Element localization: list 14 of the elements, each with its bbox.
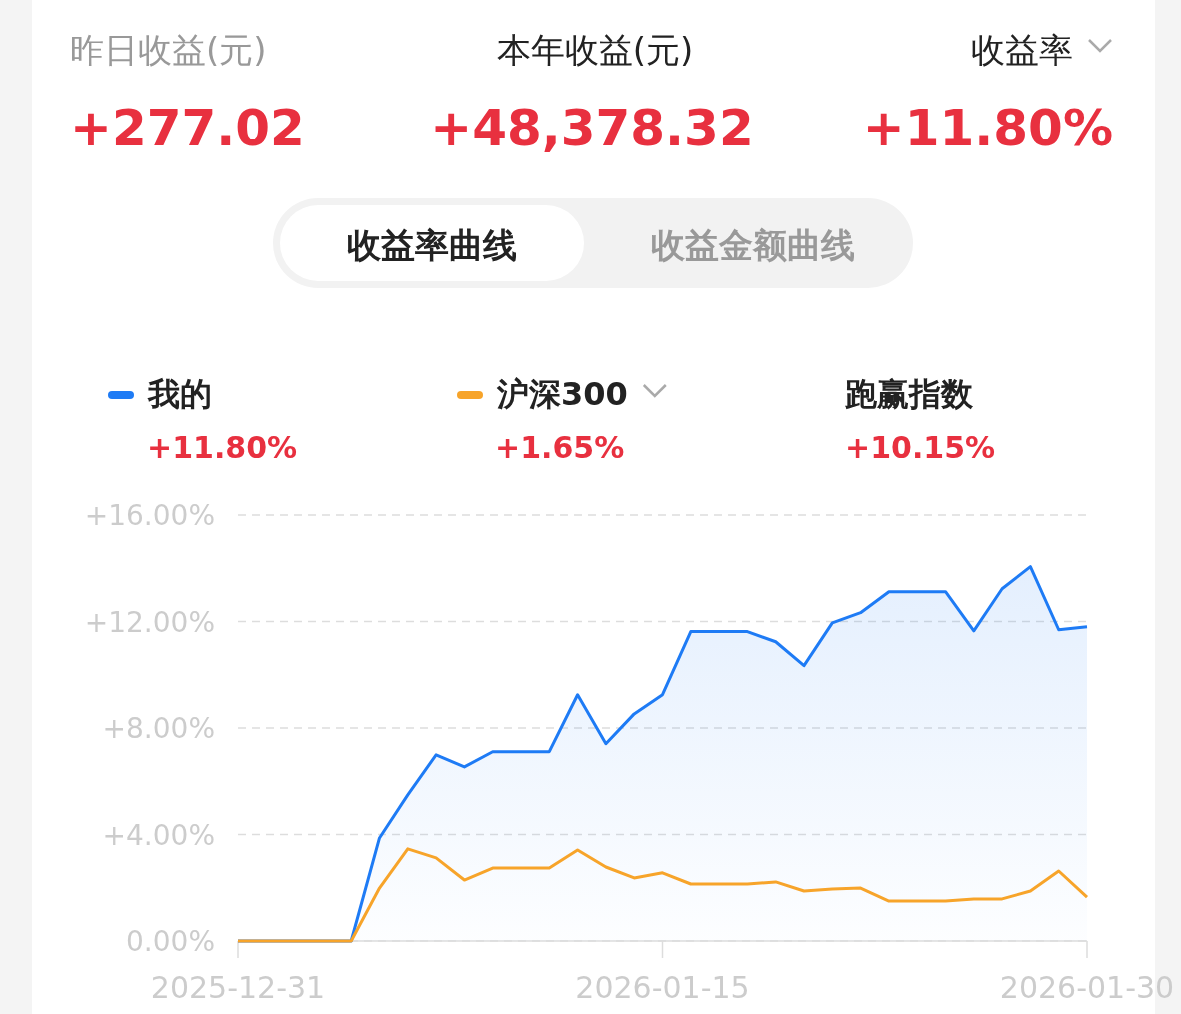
- text: 本年收益(元): [496, 30, 694, 70]
- text: +1.65%: [495, 430, 625, 465]
- text: 收益率曲线: [347, 225, 517, 265]
- text: +277.02: [70, 99, 305, 157]
- legend-label: 沪深300: [496, 375, 628, 413]
- text: 跑赢指数: [844, 375, 974, 413]
- text: +11.80%: [147, 430, 298, 465]
- text: 收益率: [971, 30, 1073, 70]
- text: +48,378.32: [430, 99, 754, 157]
- text: 昨日收益(元): [70, 30, 267, 70]
- legend-label: 我的: [147, 375, 212, 413]
- text: +10.15%: [845, 430, 996, 465]
- text: +11.80%: [862, 99, 1113, 157]
- text: 收益金额曲线: [651, 225, 855, 265]
